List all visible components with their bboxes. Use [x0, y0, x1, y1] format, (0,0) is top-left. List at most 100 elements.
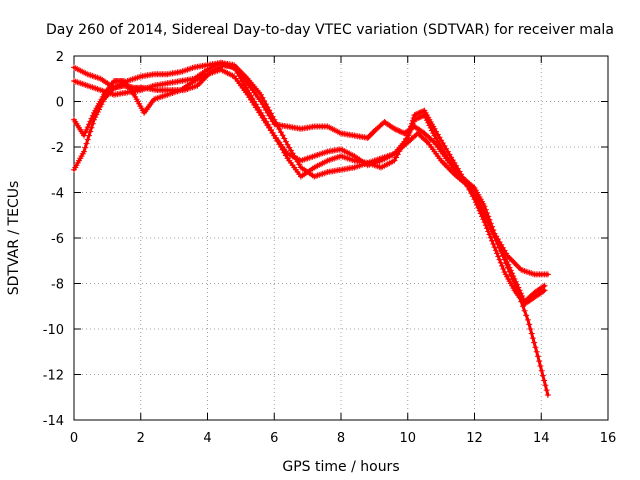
- x-tick-label: 6: [270, 431, 278, 446]
- data-point: [544, 392, 551, 398]
- data-point: [506, 268, 513, 275]
- data-points: [71, 59, 551, 398]
- y-tick-label: -6: [51, 232, 64, 247]
- data-point: [503, 260, 510, 267]
- data-point: [534, 353, 541, 360]
- data-point: [83, 126, 90, 133]
- data-point: [521, 307, 528, 314]
- x-tick-label: 12: [466, 431, 483, 446]
- data-point: [277, 129, 284, 136]
- data-point: [540, 288, 547, 295]
- data-point: [516, 294, 523, 301]
- data-point: [544, 271, 551, 278]
- data-point: [537, 363, 544, 369]
- y-tick-label: 0: [56, 96, 64, 111]
- x-axis-label: GPS time / hours: [282, 459, 399, 475]
- data-point: [527, 326, 534, 332]
- data-point: [528, 330, 535, 337]
- data-point: [498, 248, 505, 255]
- data-point: [481, 203, 488, 210]
- data-point: [533, 348, 540, 355]
- data-point: [479, 208, 486, 214]
- data-point: [514, 289, 521, 296]
- data-point: [86, 132, 92, 139]
- data-point: [83, 140, 90, 147]
- data-point: [279, 132, 286, 139]
- data-point: [538, 367, 545, 374]
- data-point: [259, 94, 266, 101]
- y-tick-label: -8: [51, 278, 64, 293]
- data-point: [539, 372, 546, 379]
- data-point: [93, 111, 100, 118]
- data-point: [541, 377, 548, 384]
- data-point: [91, 116, 97, 123]
- data-point: [543, 387, 550, 394]
- x-tick-label: 10: [399, 431, 416, 446]
- data-point: [423, 138, 430, 145]
- data-point: [96, 106, 102, 113]
- data-point: [99, 98, 106, 105]
- x-tick-label: 2: [137, 431, 145, 446]
- data-point: [84, 124, 91, 131]
- data-point: [513, 285, 520, 291]
- y-tick-label: -14: [43, 414, 64, 429]
- data-point: [82, 129, 89, 136]
- data-point: [483, 215, 490, 222]
- data-point: [491, 233, 498, 240]
- data-point: [542, 382, 549, 389]
- data-point: [541, 287, 548, 294]
- data-point: [82, 144, 89, 151]
- data-point: [532, 344, 539, 351]
- x-tick-label: 4: [203, 431, 211, 446]
- data-point: [499, 252, 506, 259]
- data-point: [494, 250, 500, 257]
- data-point: [282, 138, 289, 145]
- data-point: [471, 189, 478, 196]
- data-point: [531, 339, 538, 346]
- chart-title: Day 260 of 2014, Sidereal Day-to-day VTE…: [46, 22, 614, 38]
- data-point: [523, 312, 530, 319]
- data-point: [489, 230, 496, 237]
- data-point: [497, 259, 504, 266]
- data-point: [524, 316, 531, 323]
- y-axis-label: SDTVAR / TECUs: [6, 181, 22, 296]
- y-tick-label: -2: [51, 141, 64, 156]
- y-tick-label: -12: [43, 369, 64, 384]
- data-point: [536, 358, 543, 365]
- data-point: [526, 321, 533, 328]
- data-point: [496, 245, 503, 251]
- data-point: [486, 222, 493, 229]
- data-point: [508, 272, 515, 279]
- data-point: [492, 247, 499, 254]
- data-point: [509, 276, 516, 283]
- y-tick-label: -10: [43, 323, 64, 338]
- data-point: [511, 280, 518, 287]
- data-point: [410, 115, 417, 121]
- data-point: [478, 204, 485, 211]
- data-point: [493, 237, 500, 244]
- data-point: [488, 226, 495, 233]
- data-point: [281, 135, 288, 142]
- x-tick-label: 8: [337, 431, 345, 446]
- data-point: [518, 298, 525, 305]
- data-point: [501, 256, 508, 263]
- data-point: [484, 219, 491, 226]
- data-point: [473, 193, 480, 200]
- data-point: [519, 303, 526, 310]
- data-point: [409, 117, 416, 124]
- data-point: [481, 211, 488, 218]
- data-point: [500, 266, 507, 272]
- data-point: [499, 262, 505, 269]
- data-point: [430, 138, 437, 145]
- data-point: [491, 244, 498, 251]
- x-tick-label: 14: [533, 431, 550, 446]
- data-point: [391, 157, 398, 164]
- data-point: [529, 335, 536, 342]
- x-tick-label: 0: [70, 431, 78, 446]
- data-point: [89, 120, 96, 127]
- x-tick-label: 16: [600, 431, 617, 446]
- data-point: [476, 200, 483, 207]
- data-point: [486, 231, 493, 238]
